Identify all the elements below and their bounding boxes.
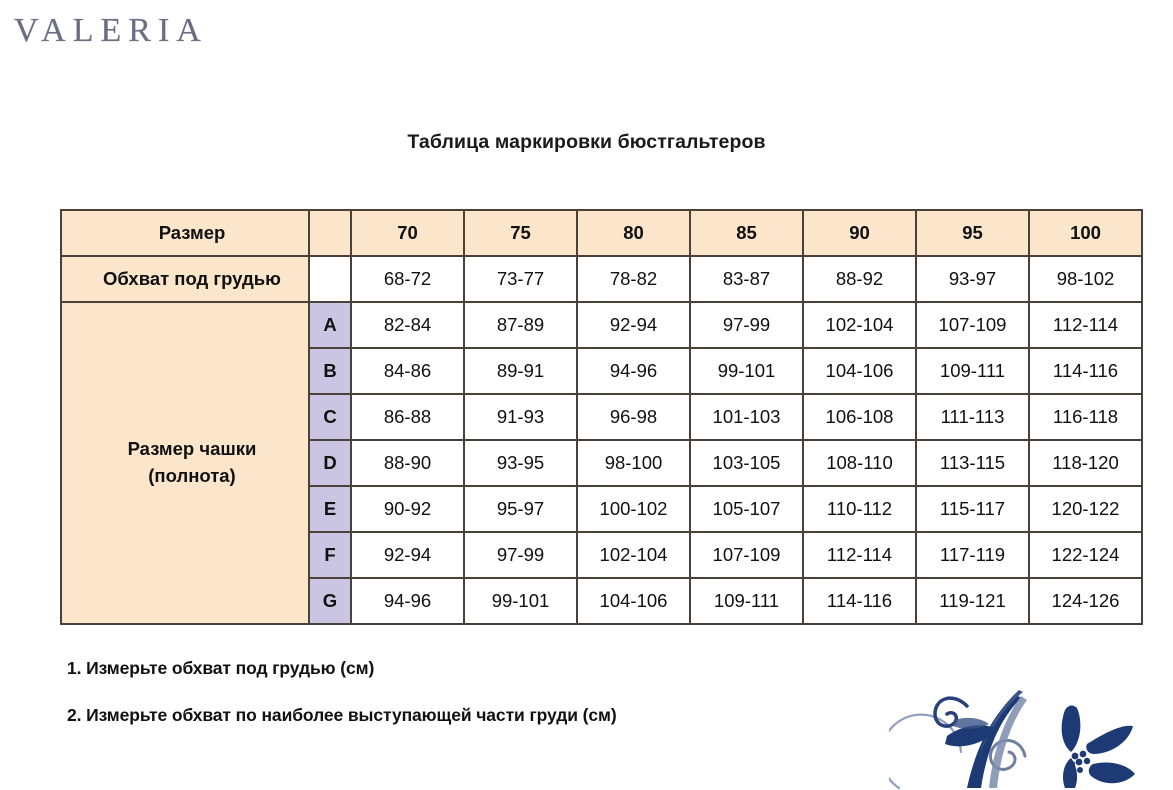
- underbust-70: 68-72: [350, 255, 465, 303]
- instruction-step-1: 1. Измерьте обхват под грудью (см): [67, 658, 375, 678]
- header-size-90: 90: [802, 209, 917, 257]
- cup-b-75: 89-91: [463, 347, 578, 395]
- underbust-95: 93-97: [915, 255, 1030, 303]
- cup-a-70: 82-84: [350, 301, 465, 349]
- underbust-75: 73-77: [463, 255, 578, 303]
- cup-e-100: 120-122: [1028, 485, 1143, 533]
- cup-f-100: 122-124: [1028, 531, 1143, 579]
- cup-f-85: 107-109: [689, 531, 804, 579]
- header-size-80: 80: [576, 209, 691, 257]
- table-row-underbust: Обхват под грудью 68-72 73-77 78-82 83-8…: [60, 255, 1143, 303]
- header-size-75: 75: [463, 209, 578, 257]
- cup-d-75: 93-95: [463, 439, 578, 487]
- cup-a-85: 97-99: [689, 301, 804, 349]
- cup-d-70: 88-90: [350, 439, 465, 487]
- table-row-cup-d: D 88-90 93-95 98-100 103-105 108-110 113…: [61, 439, 1143, 487]
- header-size-85: 85: [689, 209, 804, 257]
- cup-c-70: 86-88: [350, 393, 465, 441]
- row-label-underbust: Обхват под грудью: [60, 255, 310, 303]
- underbust-cup-spacer: [308, 255, 352, 303]
- underbust-100: 98-102: [1028, 255, 1143, 303]
- cup-g-70: 94-96: [350, 577, 465, 625]
- cup-g-75: 99-101: [463, 577, 578, 625]
- underbust-85: 83-87: [689, 255, 804, 303]
- row-label-cup-size: Размер чашки (полнота): [60, 301, 310, 625]
- underbust-90: 88-92: [802, 255, 917, 303]
- cup-letter-e: E: [308, 485, 352, 533]
- cup-e-75: 95-97: [463, 485, 578, 533]
- cup-b-80: 94-96: [576, 347, 691, 395]
- cup-b-70: 84-86: [350, 347, 465, 395]
- cup-b-95: 109-111: [915, 347, 1030, 395]
- cup-letter-b: B: [308, 347, 352, 395]
- cup-c-95: 111-113: [915, 393, 1030, 441]
- table-row-header: Размер 70 75 80 85 90 95 100: [60, 209, 1143, 257]
- cup-letter-g: G: [308, 577, 352, 625]
- cup-f-95: 117-119: [915, 531, 1030, 579]
- cup-f-75: 97-99: [463, 531, 578, 579]
- cup-d-85: 103-105: [689, 439, 804, 487]
- cup-c-90: 106-108: [802, 393, 917, 441]
- cup-e-70: 90-92: [350, 485, 465, 533]
- page-title: Таблица маркировки бюстгальтеров: [407, 131, 766, 153]
- cup-d-80: 98-100: [576, 439, 691, 487]
- cup-letter-d: D: [308, 439, 352, 487]
- underbust-80: 78-82: [576, 255, 691, 303]
- cup-g-90: 114-116: [802, 577, 917, 625]
- cup-c-100: 116-118: [1028, 393, 1143, 441]
- header-size-95: 95: [915, 209, 1030, 257]
- cup-a-95: 107-109: [915, 301, 1030, 349]
- cup-e-85: 105-107: [689, 485, 804, 533]
- cup-e-80: 100-102: [576, 485, 691, 533]
- table-row-cup-b: B 84-86 89-91 94-96 99-101 104-106 109-1…: [61, 347, 1143, 395]
- cup-e-90: 110-112: [802, 485, 917, 533]
- cup-b-100: 114-116: [1028, 347, 1143, 395]
- header-size-label: Размер: [60, 209, 310, 257]
- table-row-cup-a: Размер чашки (полнота) A 82-84 87-89 92-…: [60, 301, 1143, 625]
- cup-a-75: 87-89: [463, 301, 578, 349]
- instruction-step-2: 2. Измерьте обхват по наиболее выступающ…: [67, 705, 617, 725]
- table-row-cup-f: F 92-94 97-99 102-104 107-109 112-114 11…: [61, 531, 1143, 579]
- cup-b-85: 99-101: [689, 347, 804, 395]
- cup-d-95: 113-115: [915, 439, 1030, 487]
- cup-e-95: 115-117: [915, 485, 1030, 533]
- cup-d-100: 118-120: [1028, 439, 1143, 487]
- cup-c-75: 91-93: [463, 393, 578, 441]
- cup-d-90: 108-110: [802, 439, 917, 487]
- cup-c-80: 96-98: [576, 393, 691, 441]
- header-cup-spacer: [308, 209, 352, 257]
- cup-g-95: 119-121: [915, 577, 1030, 625]
- cup-g-85: 109-111: [689, 577, 804, 625]
- cup-label-line1: Размер чашки: [127, 438, 257, 460]
- table-row-cup-g: G 94-96 99-101 104-106 109-111 114-116 1…: [61, 577, 1143, 625]
- floral-ornament-icon: [889, 690, 1135, 790]
- size-table-body: Размер 70 75 80 85 90 95 100 Обхват под …: [60, 209, 1143, 625]
- size-table-container: Размер 70 75 80 85 90 95 100 Обхват под …: [60, 209, 1143, 625]
- header-size-100: 100: [1028, 209, 1143, 257]
- bra-size-table: Размер 70 75 80 85 90 95 100 Обхват под …: [60, 209, 1143, 625]
- cup-b-90: 104-106: [802, 347, 917, 395]
- cup-f-80: 102-104: [576, 531, 691, 579]
- cup-f-70: 92-94: [350, 531, 465, 579]
- header-size-70: 70: [350, 209, 465, 257]
- cup-g-100: 124-126: [1028, 577, 1143, 625]
- cup-a-100: 112-114: [1028, 301, 1143, 349]
- measurement-instructions: 1. Измерьте обхват под грудью (см) 2. Из…: [67, 658, 927, 752]
- cup-letter-a: A: [308, 301, 352, 349]
- cup-f-90: 112-114: [802, 531, 917, 579]
- cup-g-80: 104-106: [576, 577, 691, 625]
- cup-label-line2: (полнота): [148, 465, 236, 486]
- table-row-cup-c: C 86-88 91-93 96-98 101-103 106-108 111-…: [61, 393, 1143, 441]
- table-row-cup-e: E 90-92 95-97 100-102 105-107 110-112 11…: [61, 485, 1143, 533]
- brand-logo: VALERIA: [14, 12, 208, 49]
- cup-letter-f: F: [308, 531, 352, 579]
- cup-a-80: 92-94: [576, 301, 691, 349]
- cup-c-85: 101-103: [689, 393, 804, 441]
- cup-letter-c: C: [308, 393, 352, 441]
- cup-a-90: 102-104: [802, 301, 917, 349]
